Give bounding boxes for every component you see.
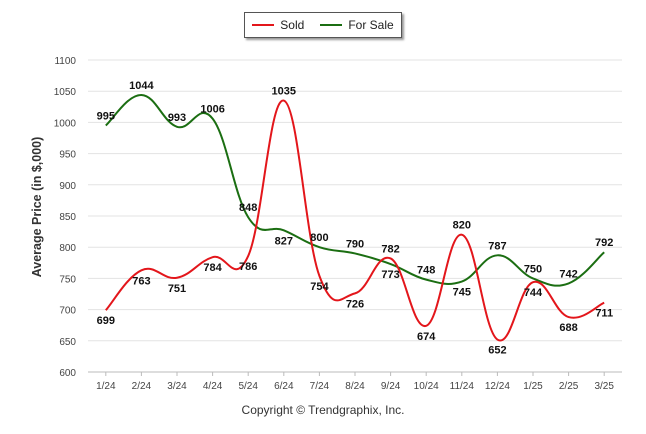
copyright-text: Copyright © Trendgraphix, Inc. [241,403,405,417]
legend-label-sold: Sold [280,18,305,32]
y-tick-label: 1100 [54,56,76,67]
legend-label-for-sale: For Sale [348,18,394,32]
y-tick-label: 750 [59,274,76,285]
x-tick-label: 8/24 [345,381,365,392]
data-label-for-sale: 742 [559,268,577,280]
y-tick-label: 950 [59,150,76,161]
x-tick-label: 1/24 [96,381,116,392]
x-tick-label: 11/24 [450,381,475,392]
data-label-for-sale: 773 [381,269,399,281]
data-label-sold: 744 [524,287,543,299]
data-label-for-sale: 748 [417,265,435,277]
x-tick-label: 1/25 [523,381,543,392]
x-tick-label: 9/24 [381,381,401,392]
data-label-sold: 782 [381,243,399,255]
data-label-sold: 786 [239,261,257,273]
data-label-sold: 726 [346,298,364,310]
legend-swatch-for-sale [320,24,343,26]
x-tick-label: 12/24 [485,381,510,392]
data-label-for-sale: 800 [310,232,328,244]
data-label-for-sale: 745 [453,287,471,299]
data-label-sold: 674 [417,331,436,343]
series-line-for-sale [105,93,605,287]
x-tick-label: 2/24 [132,381,152,392]
data-label-for-sale: 790 [346,238,364,250]
data-label-sold: 784 [203,262,222,274]
data-label-for-sale: 995 [97,111,115,123]
data-label-for-sale: 993 [168,112,186,124]
y-tick-label: 650 [59,337,76,348]
y-tick-label: 600 [59,368,76,379]
data-label-sold: 699 [97,315,115,327]
x-tick-label: 6/24 [274,381,294,392]
data-label-for-sale: 787 [488,240,506,252]
x-tick-label: 10/24 [414,381,439,392]
data-label-for-sale: 827 [275,235,293,247]
data-label-for-sale: 1044 [129,80,154,92]
y-tick-label: 900 [59,181,76,192]
data-label-for-sale: 792 [595,237,613,249]
data-label-for-sale: 750 [524,263,542,275]
data-label-sold: 688 [559,322,577,334]
y-tick-label: 850 [59,212,76,223]
data-label-sold: 763 [132,275,150,287]
x-tick-label: 3/25 [594,381,614,392]
data-label-sold: 711 [595,308,613,320]
x-tick-label: 7/24 [310,381,330,392]
legend-item-sold[interactable]: Sold [252,18,304,32]
data-label-sold: 652 [488,345,506,357]
data-label-sold: 820 [453,220,471,232]
x-tick-label: 5/24 [238,381,258,392]
data-label-sold: 754 [310,281,329,293]
series-line-sold [105,99,605,342]
data-label-sold: 751 [168,283,186,295]
data-label-sold: 1035 [272,86,296,98]
legend: Sold For Sale [244,12,402,38]
y-tick-label: 700 [59,306,76,317]
x-tick-label: 2/25 [559,381,579,392]
legend-item-for-sale[interactable]: For Sale [320,18,394,32]
x-tick-label: 3/24 [167,381,187,392]
data-label-for-sale: 1006 [200,104,224,116]
y-tick-label: 1000 [54,118,77,129]
data-label-for-sale: 848 [239,202,257,214]
legend-swatch-sold [252,24,275,26]
y-tick-label: 1050 [54,87,77,98]
y-tick-label: 800 [59,243,76,254]
x-tick-label: 4/24 [203,381,223,392]
